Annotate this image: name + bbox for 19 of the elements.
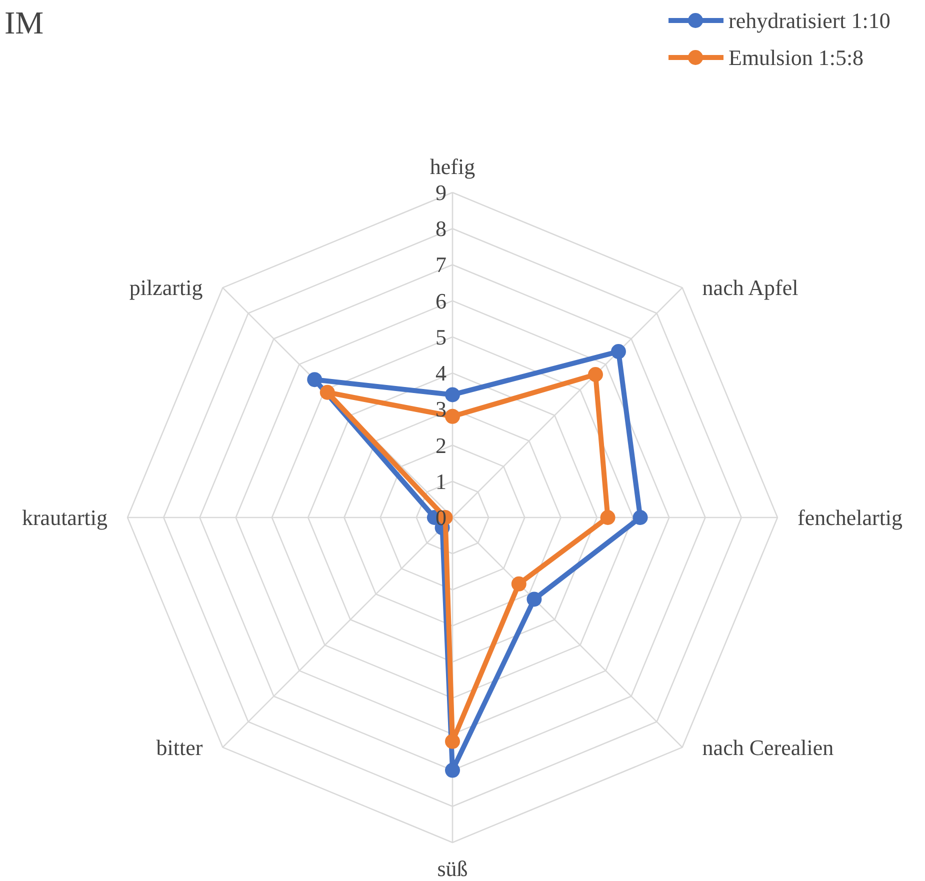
legend-label: Emulsion 1:5:8 bbox=[728, 45, 864, 70]
y-tick-label: 5 bbox=[436, 324, 446, 350]
spoke-label: pilzartig bbox=[129, 275, 203, 300]
y-tick-label: 2 bbox=[436, 432, 446, 458]
spoke-label: bitter bbox=[156, 734, 204, 760]
y-tick-label: 4 bbox=[436, 360, 446, 386]
spoke-label: nach Cerealien bbox=[702, 734, 834, 760]
spoke-label: fenchelartig bbox=[798, 505, 903, 530]
y-tick-label: 1 bbox=[436, 468, 446, 494]
chart-title: IM bbox=[4, 4, 44, 40]
spoke-label: nach Apfel bbox=[702, 275, 798, 300]
spoke-label: süß bbox=[437, 856, 468, 881]
spoke-label: hefig bbox=[430, 154, 476, 179]
spoke-label: krautartig bbox=[22, 505, 108, 530]
y-tick-label: 8 bbox=[436, 216, 446, 242]
y-tick-label: 6 bbox=[436, 288, 446, 314]
y-tick-label: 7 bbox=[436, 252, 446, 278]
legend-label: rehydratisiert 1:10 bbox=[728, 8, 890, 33]
y-tick-label: 9 bbox=[436, 180, 446, 205]
